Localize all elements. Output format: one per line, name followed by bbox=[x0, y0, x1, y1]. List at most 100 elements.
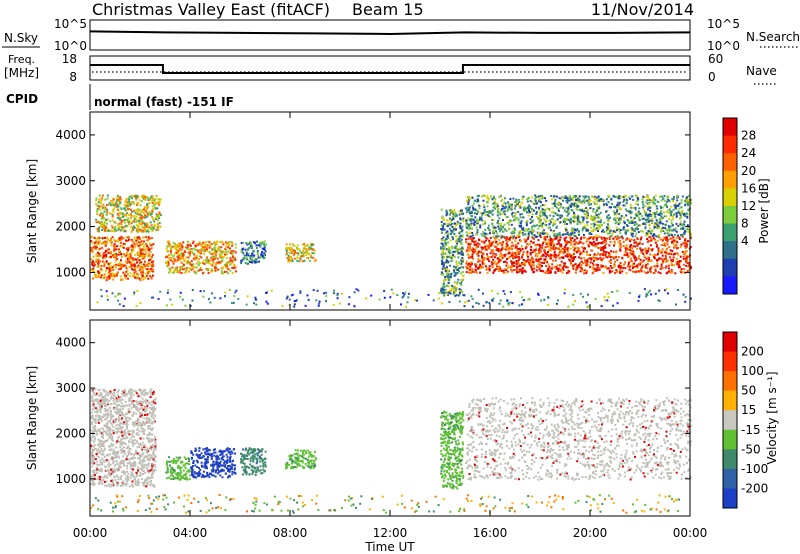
scatter-cell bbox=[630, 233, 633, 236]
scatter-cell bbox=[260, 241, 263, 244]
scatter-cell bbox=[159, 198, 162, 201]
scatter-cell bbox=[585, 269, 588, 272]
scatter-cell bbox=[633, 257, 636, 260]
scatter-cell bbox=[642, 203, 645, 206]
scatter-cell bbox=[488, 246, 491, 249]
scatter-cell bbox=[127, 203, 130, 206]
scatter-cell bbox=[663, 194, 666, 197]
scatter-cell bbox=[595, 254, 598, 256]
scatter-cell bbox=[658, 227, 661, 230]
scatter-cell bbox=[442, 280, 445, 283]
scatter-cell bbox=[598, 268, 601, 271]
scatter-cell bbox=[545, 243, 548, 245]
nsky-panel: N.Sky 10^5 10^0 10^5 10^0 N.Search bbox=[2, 17, 800, 53]
nsky-tick-bottom: 10^0 bbox=[54, 39, 87, 53]
scatter-cell bbox=[600, 252, 603, 255]
scatter-cell bbox=[578, 198, 581, 201]
scatter-cell bbox=[479, 216, 482, 219]
scatter-cell bbox=[548, 244, 551, 247]
scatter-cell bbox=[451, 216, 454, 219]
scatter-cell bbox=[650, 199, 653, 202]
scatter-cell bbox=[621, 235, 624, 238]
scatter-cell bbox=[454, 222, 457, 225]
scatter-cell bbox=[681, 251, 684, 253]
scatter-cell bbox=[597, 227, 600, 230]
scatter-cell bbox=[570, 241, 573, 244]
scatter-cell bbox=[680, 201, 683, 204]
scatter-cell bbox=[544, 197, 546, 200]
scatter-cell bbox=[491, 198, 494, 201]
scatter-cell bbox=[308, 246, 311, 249]
scatter-cell bbox=[485, 248, 488, 251]
scatter-cell bbox=[407, 296, 410, 299]
scatter-cell bbox=[601, 253, 604, 256]
scatter-cell bbox=[447, 232, 450, 235]
scatter-cell bbox=[444, 289, 447, 292]
scatter-cell bbox=[587, 229, 590, 232]
scatter-cell bbox=[336, 292, 339, 295]
scatter-cell bbox=[533, 209, 535, 212]
scatter-cell bbox=[507, 223, 510, 226]
scatter-cell bbox=[608, 238, 611, 240]
scatter-cell bbox=[508, 237, 511, 240]
scatter-cell bbox=[109, 220, 112, 223]
scatter-cell bbox=[611, 232, 614, 235]
scatter-cell bbox=[213, 247, 216, 249]
scatter-cell bbox=[654, 222, 657, 225]
scatter-cell bbox=[444, 242, 447, 245]
scatter-cell bbox=[466, 265, 469, 268]
scatter-cell bbox=[187, 244, 190, 247]
scatter-cell bbox=[636, 247, 639, 250]
scatter-cell bbox=[570, 220, 573, 222]
scatter-cell bbox=[676, 195, 679, 198]
scatter-cell bbox=[661, 229, 664, 232]
scatter-cell bbox=[533, 270, 536, 273]
scatter-cell bbox=[126, 251, 129, 254]
scatter-cell bbox=[557, 248, 560, 250]
scatter-cell bbox=[184, 251, 187, 253]
scatter-cell bbox=[231, 259, 234, 262]
scatter-cell bbox=[592, 270, 595, 273]
scatter-cell bbox=[91, 262, 94, 265]
scatter-cell bbox=[522, 270, 525, 273]
scatter-cell bbox=[233, 257, 236, 260]
scatter-cell bbox=[559, 205, 562, 208]
scatter-cell bbox=[558, 242, 560, 245]
scatter-cell bbox=[538, 197, 541, 200]
scatter-cell bbox=[97, 271, 100, 274]
scatter-cell bbox=[151, 227, 154, 230]
scatter-cell bbox=[139, 219, 142, 222]
scatter-cell bbox=[158, 211, 161, 214]
scatter-cell bbox=[486, 255, 489, 258]
scatter-cell bbox=[124, 230, 127, 233]
scatter-cell bbox=[124, 260, 127, 263]
scatter-cell bbox=[565, 223, 568, 225]
scatter-cell bbox=[256, 251, 259, 254]
scatter-cell bbox=[406, 301, 409, 304]
scatter-cell bbox=[666, 197, 669, 200]
scatter-cell bbox=[96, 228, 99, 231]
scatter-cell bbox=[150, 256, 153, 259]
scatter-cell bbox=[143, 209, 146, 212]
scatter-cell bbox=[653, 196, 655, 199]
scatter-cell bbox=[567, 271, 570, 274]
scatter-cell bbox=[123, 221, 126, 224]
scatter-cell bbox=[215, 266, 217, 269]
scatter-cell bbox=[97, 258, 100, 261]
scatter-cell bbox=[585, 240, 588, 243]
scatter-cell bbox=[519, 213, 522, 216]
scatter-cell bbox=[504, 271, 507, 274]
scatter-cell bbox=[495, 245, 498, 248]
scatter-cell bbox=[603, 231, 606, 233]
scatter-cell bbox=[110, 229, 113, 232]
scatter-cell bbox=[574, 229, 577, 231]
scatter-cell bbox=[531, 264, 534, 267]
scatter-cell bbox=[484, 228, 487, 231]
scatter-cell bbox=[649, 227, 651, 230]
scatter-cell bbox=[98, 252, 101, 255]
scatter-cell bbox=[97, 229, 100, 232]
scatter-cell bbox=[553, 248, 556, 251]
scatter-cell bbox=[149, 268, 152, 271]
scatter-cell bbox=[640, 268, 643, 271]
scatter-cell bbox=[553, 235, 556, 238]
